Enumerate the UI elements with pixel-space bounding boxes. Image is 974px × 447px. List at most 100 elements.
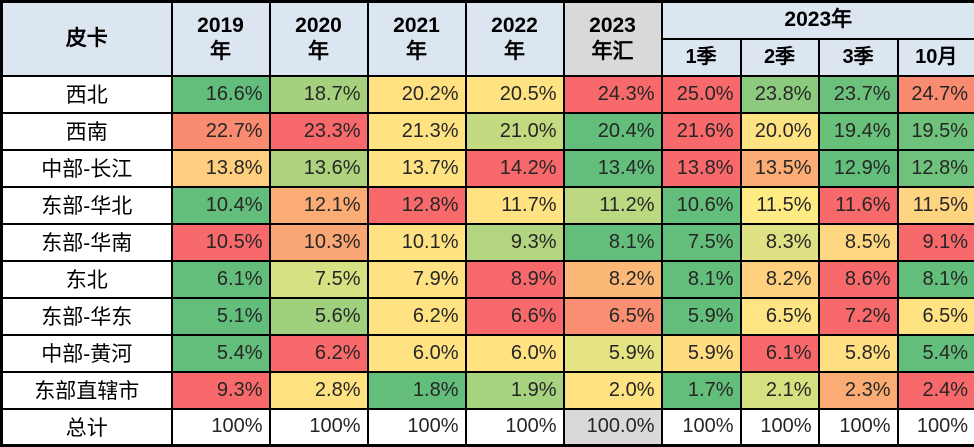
data-cell: 100% (741, 409, 819, 446)
data-cell: 13.7% (368, 150, 466, 187)
row-label: 东部-华北 (2, 187, 172, 224)
data-cell: 20.2% (368, 76, 466, 113)
data-cell: 20.5% (466, 76, 564, 113)
data-cell: 100.0% (564, 409, 662, 446)
data-cell: 6.1% (172, 261, 270, 298)
data-cell: 1.7% (662, 372, 741, 409)
quarter-header-oct: 10月 (898, 39, 974, 76)
data-cell: 2.0% (564, 372, 662, 409)
data-cell: 13.8% (662, 150, 741, 187)
data-cell: 100% (172, 409, 270, 446)
row-label: 东北 (2, 261, 172, 298)
data-cell: 11.5% (741, 187, 819, 224)
data-cell: 19.4% (819, 113, 898, 150)
data-cell: 13.6% (270, 150, 368, 187)
data-cell: 8.5% (819, 224, 898, 261)
data-cell: 21.0% (466, 113, 564, 150)
data-cell: 23.3% (270, 113, 368, 150)
data-cell: 2.3% (819, 372, 898, 409)
row-label: 东部-华东 (2, 298, 172, 335)
data-cell: 10.5% (172, 224, 270, 261)
data-cell: 2.4% (898, 372, 974, 409)
data-cell: 100% (466, 409, 564, 446)
data-cell: 22.7% (172, 113, 270, 150)
quarter-header-q3: 3季 (819, 39, 898, 76)
data-cell: 9.3% (466, 224, 564, 261)
data-cell: 6.2% (368, 298, 466, 335)
row-label: 西北 (2, 76, 172, 113)
corner-label: 皮卡 (3, 26, 171, 52)
data-cell: 10.3% (270, 224, 368, 261)
data-cell: 9.1% (898, 224, 974, 261)
data-cell: 8.9% (466, 261, 564, 298)
data-cell: 5.9% (564, 335, 662, 372)
data-cell: 10.4% (172, 187, 270, 224)
data-cell: 5.1% (172, 298, 270, 335)
data-cell: 8.1% (662, 261, 741, 298)
data-cell: 25.0% (662, 76, 741, 113)
data-cell: 100% (662, 409, 741, 446)
data-cell: 5.4% (898, 335, 974, 372)
data-cell: 18.7% (270, 76, 368, 113)
data-cell: 13.4% (564, 150, 662, 187)
data-cell: 8.6% (819, 261, 898, 298)
data-cell: 12.1% (270, 187, 368, 224)
data-cell: 5.8% (819, 335, 898, 372)
row-label: 总计 (2, 409, 172, 446)
data-cell: 6.5% (741, 298, 819, 335)
data-cell: 19.5% (898, 113, 974, 150)
row-label: 东部直辖市 (2, 372, 172, 409)
data-cell: 12.9% (819, 150, 898, 187)
data-cell: 6.6% (466, 298, 564, 335)
data-cell: 2.8% (270, 372, 368, 409)
data-cell: 9.3% (172, 372, 270, 409)
data-cell: 21.6% (662, 113, 741, 150)
data-cell: 12.8% (898, 150, 974, 187)
data-cell: 6.0% (368, 335, 466, 372)
data-cell: 11.7% (466, 187, 564, 224)
data-cell: 6.5% (564, 298, 662, 335)
data-cell: 7.5% (270, 261, 368, 298)
data-cell: 8.1% (564, 224, 662, 261)
data-cell: 14.2% (466, 150, 564, 187)
data-cell: 100% (270, 409, 368, 446)
data-cell: 11.6% (819, 187, 898, 224)
data-cell: 6.0% (466, 335, 564, 372)
data-cell: 10.1% (368, 224, 466, 261)
data-cell: 6.2% (270, 335, 368, 372)
data-cell: 1.8% (368, 372, 466, 409)
data-cell: 100% (368, 409, 466, 446)
data-cell: 2.1% (741, 372, 819, 409)
group-header-2023: 2023年 (662, 2, 974, 39)
data-cell: 5.4% (172, 335, 270, 372)
data-cell: 23.7% (819, 76, 898, 113)
data-cell: 16.6% (172, 76, 270, 113)
data-cell: 8.2% (741, 261, 819, 298)
data-cell: 24.3% (564, 76, 662, 113)
data-cell: 5.6% (270, 298, 368, 335)
data-cell: 8.1% (898, 261, 974, 298)
data-cell: 7.2% (819, 298, 898, 335)
quarter-header-q2: 2季 (741, 39, 819, 76)
data-cell: 1.9% (466, 372, 564, 409)
data-cell: 24.7% (898, 76, 974, 113)
row-label: 西南 (2, 113, 172, 150)
data-cell: 12.8% (368, 187, 466, 224)
data-cell: 13.8% (172, 150, 270, 187)
data-cell: 8.3% (741, 224, 819, 261)
quarter-header-q1: 1季 (662, 39, 741, 76)
data-cell: 11.2% (564, 187, 662, 224)
